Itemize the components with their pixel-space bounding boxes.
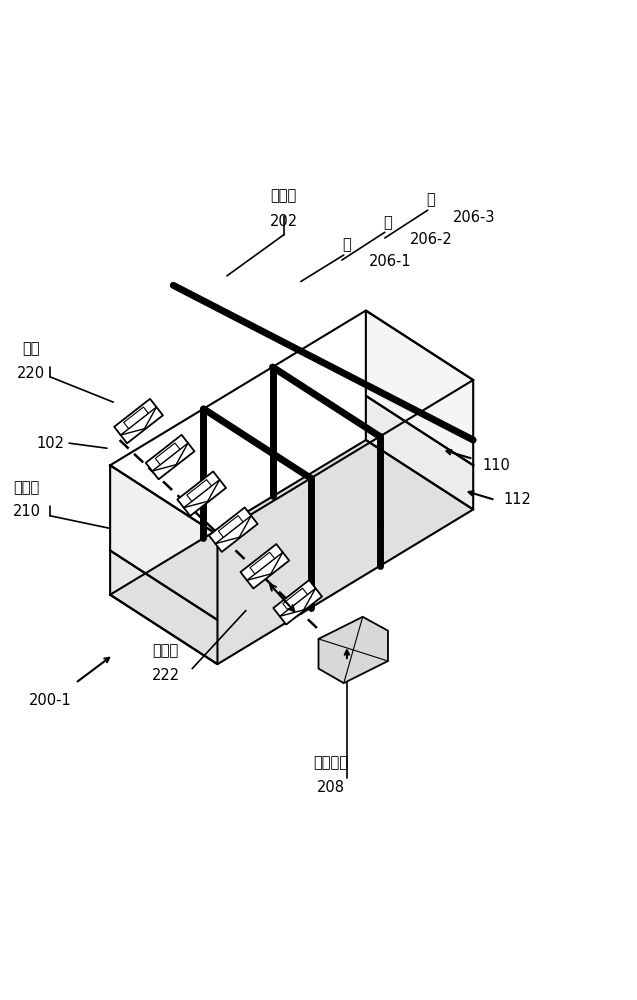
Polygon shape [250,552,275,574]
Polygon shape [187,480,211,501]
Text: 层: 层 [343,237,351,252]
Text: 206-3: 206-3 [453,210,496,225]
Polygon shape [209,507,257,552]
Text: 横截面: 横截面 [271,188,297,203]
Polygon shape [366,311,473,465]
Text: 层: 层 [383,215,392,230]
Polygon shape [241,544,289,589]
Text: 槽轴: 槽轴 [22,341,40,356]
Polygon shape [110,551,217,664]
Text: 层: 层 [427,193,435,208]
Text: 210: 210 [13,504,41,519]
Text: 220: 220 [17,366,45,381]
Polygon shape [283,588,308,610]
Text: 200-1: 200-1 [29,693,71,708]
Polygon shape [218,516,243,537]
Text: 222: 222 [152,668,180,683]
Text: 208: 208 [317,780,345,795]
Text: 206-1: 206-1 [369,254,412,269]
Polygon shape [110,465,217,620]
Text: 206-2: 206-2 [410,232,453,247]
Polygon shape [146,435,194,479]
Text: 110: 110 [483,458,510,473]
Text: 112: 112 [503,492,531,507]
Polygon shape [124,407,148,429]
Text: 202: 202 [269,214,298,229]
Polygon shape [177,471,226,516]
Polygon shape [366,396,473,509]
Polygon shape [110,311,473,535]
Text: 102: 102 [36,436,64,451]
Polygon shape [155,443,180,465]
Text: 槽间隔: 槽间隔 [153,643,179,658]
Polygon shape [114,399,163,443]
Text: 波导输入: 波导输入 [313,755,348,770]
Text: 辐射槽: 辐射槽 [13,480,40,495]
Polygon shape [318,617,388,683]
Polygon shape [273,580,322,625]
Polygon shape [110,440,473,664]
